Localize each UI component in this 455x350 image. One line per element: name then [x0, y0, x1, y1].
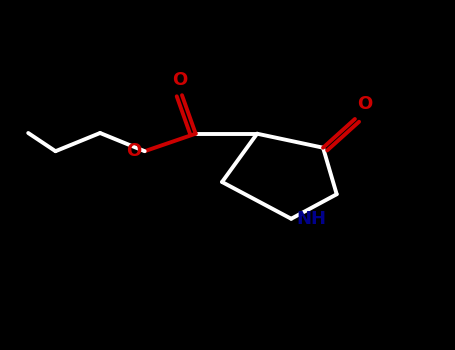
Text: O: O [172, 71, 187, 89]
Text: NH: NH [297, 210, 327, 228]
Text: O: O [126, 142, 141, 160]
Text: O: O [357, 95, 373, 113]
